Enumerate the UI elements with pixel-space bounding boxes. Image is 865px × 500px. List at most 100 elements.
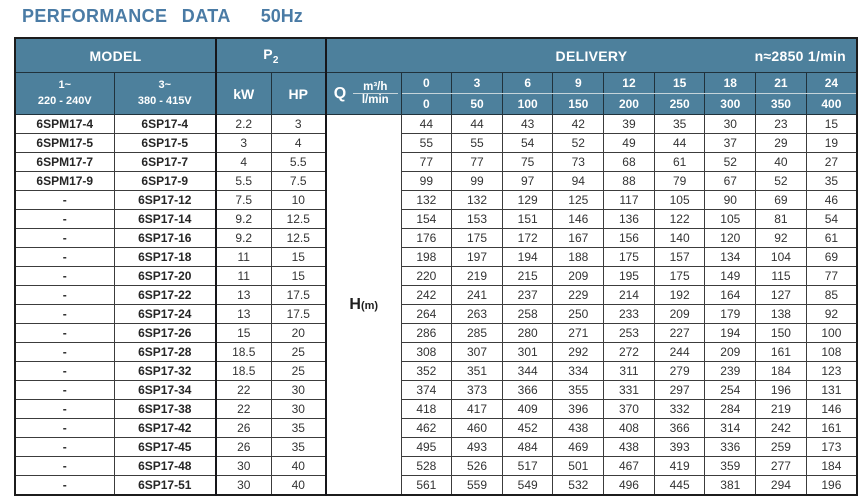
head-value-cell: 373 [451,380,503,400]
model-3ph-cell: 6SP17-24 [113,304,217,324]
head-value-cell: 85 [805,285,858,305]
table-row: -6SP17-18 11 15 198 197 194 188 175 157 134 104 69 [14,247,858,267]
head-value-cell: 241 [451,285,503,305]
head-value-cell: 438 [552,418,605,438]
model-3ph-cell: 6SP17-12 [113,190,217,210]
head-value-cell: 526 [451,456,503,476]
head-value-cell: 484 [501,437,554,457]
head-value-cell: 196 [805,475,858,496]
head-value-cell: 161 [805,418,858,438]
phase-1-header: 1~ 220 - 240V [14,72,115,115]
head-value-cell: 220 [400,266,453,286]
hp-cell: 25 [270,361,327,381]
head-value-cell: 129 [501,190,554,210]
head-value-cell: 419 [653,456,706,476]
hp-cell: 30 [270,380,327,400]
head-value-cell: 493 [451,437,503,457]
kw-cell: 4 [215,152,272,172]
kw-cell: 18.5 [215,361,272,381]
head-value-cell: 52 [552,133,605,153]
head-value-cell: 297 [653,380,706,400]
frequency-label: 50Hz [260,6,303,26]
head-value-cell: 334 [552,361,605,381]
head-value-cell: 132 [451,190,503,210]
head-value-cell: 192 [653,285,706,305]
head-value-cell: 532 [552,475,605,496]
head-value-cell: 54 [805,209,858,229]
head-value-cell: 99 [400,171,453,191]
head-value-cell: 219 [451,266,503,286]
head-value-cell: 409 [501,399,554,419]
head-value-cell: 132 [400,190,453,210]
phase-3-header: 3~ 380 - 415V [113,72,217,115]
table-row: -6SP17-24 13 17.5 264 263 258 250 233 209 179 138 9… [14,304,858,324]
head-value-cell: 242 [400,285,453,305]
head-value-cell: 209 [704,342,757,362]
flow-lmin-value: 250 [653,93,706,115]
model-1ph-cell: - [14,342,115,362]
kw-cell: 30 [215,456,272,476]
model-group-header: MODEL [14,37,217,73]
head-value-cell: 35 [653,114,706,134]
table-row: -6SP17-16 9.2 12.5 176 175 172 167 156 140 120 92 6… [14,228,858,248]
model-3ph-cell: 6SP17-48 [113,456,217,476]
head-value-cell: 292 [552,342,605,362]
model-1ph-cell: 6SPM17-9 [14,171,115,191]
head-value-cell: 75 [501,152,554,172]
head-value-cell: 175 [451,228,503,248]
head-value-cell: 462 [400,418,453,438]
head-value-cell: 277 [755,456,807,476]
q-label: Q [333,84,347,102]
table-row: -6SP17-12 7.5 10 132 132 129 125 117 105 90 69 46 [14,190,858,210]
head-value-cell: 52 [755,171,807,191]
head-value-cell: 227 [653,323,706,343]
head-value-cell: 100 [805,323,858,343]
head-value-cell: 352 [400,361,453,381]
delivery-group-header: DELIVERY n≈2850 1/min [325,37,858,73]
flow-lmin-value: 400 [805,93,858,115]
head-value-cell: 151 [501,209,554,229]
head-value-cell: 239 [704,361,757,381]
model-3ph-cell: 6SP17-16 [113,228,217,248]
model-1ph-cell: - [14,418,115,438]
head-value-cell: 469 [552,437,605,457]
head-value-cell: 366 [653,418,706,438]
hp-cell: 12.5 [270,228,327,248]
head-value-cell: 77 [451,152,503,172]
head-value-cell: 417 [451,399,503,419]
head-value-cell: 149 [704,266,757,286]
head-value-cell: 120 [704,228,757,248]
head-value-cell: 495 [400,437,453,457]
model-1ph-cell: - [14,475,115,496]
table-row: -6SP17-28 18.5 25 308 307 301 292 272 244 209 161 1… [14,342,858,362]
head-value-cell: 156 [603,228,655,248]
kw-cell: 5.5 [215,171,272,191]
model-3ph-cell: 6SP17-42 [113,418,217,438]
hp-cell: 40 [270,475,327,496]
head-value-cell: 49 [603,133,655,153]
head-value-cell: 501 [552,456,605,476]
head-value-cell: 259 [755,437,807,457]
hp-cell: 35 [270,437,327,457]
head-value-cell: 408 [603,418,655,438]
head-value-cell: 237 [501,285,554,305]
hp-cell: 3 [270,114,327,134]
head-value-cell: 250 [552,304,605,324]
head-value-cell: 44 [653,133,706,153]
kw-cell: 13 [215,285,272,305]
head-value-cell: 184 [805,456,858,476]
flow-m3h-value: 18 [704,72,757,94]
hp-header: HP [270,72,327,115]
head-value-cell: 55 [400,133,453,153]
flow-lmin-value: 0 [400,93,453,115]
table-row: -6SP17-20 11 15 220 219 215 209 195 175 149 115 77 [14,266,858,286]
kw-cell: 22 [215,399,272,419]
table-row: 6SPM17-4 6SP17-4 2.2 3 H(m) 44 44 43 42 39 35 30 23 1… [14,114,858,496]
table-row: 6SPM17-7 6SP17-7 4 5.5 77 77 75 73 68 61 52 40 27 [14,152,858,172]
head-value-cell: 54 [501,133,554,153]
model-1ph-cell: 6SPM17-7 [14,152,115,172]
head-value-cell: 396 [552,399,605,419]
model-1ph-cell: - [14,247,115,267]
head-value-cell: 40 [755,152,807,172]
head-value-cell: 355 [552,380,605,400]
